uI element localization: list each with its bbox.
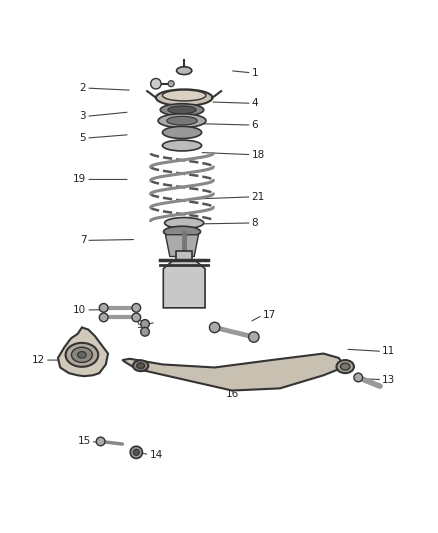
Polygon shape <box>122 353 345 391</box>
Ellipse shape <box>162 140 201 151</box>
Circle shape <box>133 449 139 455</box>
Circle shape <box>99 303 108 312</box>
Text: 17: 17 <box>262 310 276 320</box>
Ellipse shape <box>177 67 192 75</box>
Text: 21: 21 <box>252 192 265 202</box>
Text: 10: 10 <box>73 305 86 315</box>
Ellipse shape <box>158 114 206 128</box>
Polygon shape <box>166 235 198 256</box>
Text: 8: 8 <box>252 218 258 228</box>
Polygon shape <box>176 251 192 260</box>
Text: 15: 15 <box>78 437 91 447</box>
Ellipse shape <box>162 126 201 139</box>
Polygon shape <box>163 260 205 308</box>
Circle shape <box>209 322 220 333</box>
Ellipse shape <box>160 104 204 116</box>
Text: 1: 1 <box>252 68 258 78</box>
Circle shape <box>249 332 259 342</box>
Ellipse shape <box>165 217 204 229</box>
Circle shape <box>168 80 174 87</box>
Circle shape <box>151 78 161 89</box>
Text: 6: 6 <box>252 120 258 130</box>
Text: 11: 11 <box>382 346 396 357</box>
Circle shape <box>354 373 363 382</box>
Text: 2: 2 <box>80 83 86 93</box>
Text: 9: 9 <box>136 320 143 330</box>
Ellipse shape <box>340 363 350 370</box>
Ellipse shape <box>156 90 212 106</box>
Ellipse shape <box>66 343 98 367</box>
Ellipse shape <box>168 106 196 114</box>
Ellipse shape <box>163 226 201 237</box>
Polygon shape <box>58 327 108 376</box>
Ellipse shape <box>71 347 92 362</box>
Text: 14: 14 <box>149 449 162 459</box>
Text: 13: 13 <box>382 375 396 385</box>
Text: 5: 5 <box>80 133 86 143</box>
Circle shape <box>132 303 141 312</box>
Ellipse shape <box>336 360 354 373</box>
Ellipse shape <box>167 116 197 125</box>
Text: 3: 3 <box>80 111 86 122</box>
Ellipse shape <box>133 360 148 371</box>
Text: 12: 12 <box>32 355 45 365</box>
Text: 7: 7 <box>80 236 86 245</box>
Text: 4: 4 <box>252 98 258 108</box>
Ellipse shape <box>137 363 145 368</box>
Circle shape <box>130 446 142 458</box>
Circle shape <box>96 437 105 446</box>
Ellipse shape <box>162 90 206 101</box>
Text: 16: 16 <box>226 389 239 399</box>
Text: 19: 19 <box>73 174 86 184</box>
Circle shape <box>141 327 149 336</box>
Text: 18: 18 <box>252 150 265 160</box>
Circle shape <box>132 313 141 322</box>
Circle shape <box>141 320 149 328</box>
Ellipse shape <box>78 352 86 358</box>
Circle shape <box>99 313 108 322</box>
